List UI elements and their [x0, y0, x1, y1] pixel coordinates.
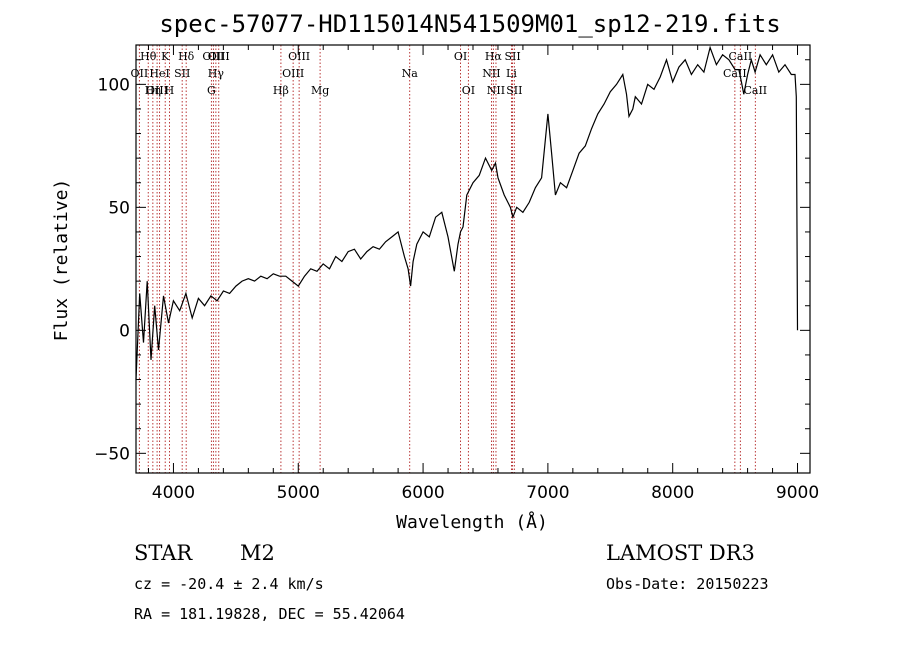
line-marker-label-10: OIII	[202, 50, 224, 63]
survey-name: LAMOST DR3	[606, 541, 755, 565]
line-marker-label-4: HeI	[149, 67, 169, 80]
line-marker-label-21: Hα	[485, 50, 503, 63]
y-tick-label-0: −50	[94, 444, 130, 464]
line-marker-label-7: SII	[174, 67, 190, 80]
line-marker-label-2: Hη	[145, 84, 161, 97]
line-marker-label-5: K	[161, 50, 170, 63]
line-marker-label-20: NII	[482, 67, 500, 80]
x-axis-ticks: 4000 5000 6000 7000 8000 9000	[147, 45, 819, 503]
x-tick-label-2: 6000	[401, 483, 444, 503]
line-marker-label-15: OIII	[288, 50, 310, 63]
line-marker-label-25: SII	[506, 84, 522, 97]
x-tick-label-5: 9000	[776, 483, 819, 503]
y-axis-ticks: −50 0 50 100	[94, 59, 810, 464]
line-marker-label-18: OI	[454, 50, 467, 63]
line-marker-label-27: CaII	[729, 50, 753, 63]
x-axis-label: Wavelength (Å)	[396, 511, 548, 533]
x-tick-label-4: 8000	[651, 483, 694, 503]
obs-date: Obs-Date: 20150223	[606, 575, 769, 593]
line-marker-label-16: Mg	[311, 84, 329, 97]
line-marker-label-1: Hθ	[140, 50, 157, 63]
line-marker-label-19: OI	[462, 84, 475, 97]
line-marker-label-8: Hδ	[178, 50, 195, 63]
line-marker-label-11: Hγ	[208, 67, 225, 80]
line-marker-label-28: CaII	[743, 84, 767, 97]
line-marker-label-17: Na	[402, 67, 419, 80]
x-tick-label-3: 7000	[526, 483, 569, 503]
object-subclass: M2	[240, 541, 275, 565]
plot-frame	[135, 44, 811, 474]
line-marker-labels: OIIHθHηOIIIHeIKHSIIHδGOIIIHγOIIIHβOIIIOI…	[131, 50, 768, 97]
line-marker-label-0: OII	[131, 67, 149, 80]
line-marker-label-13: Hβ	[273, 84, 289, 97]
y-axis-label: Flux (relative)	[51, 179, 72, 342]
line-marker-label-14: OIII	[282, 67, 304, 80]
y-tick-label-1: 0	[119, 321, 130, 341]
line-marker-label-24: Li	[506, 67, 517, 80]
line-marker-label-12: OIII	[208, 50, 230, 63]
object-class: STAR	[134, 541, 193, 565]
x-tick-label-1: 5000	[277, 483, 320, 503]
spectrum-line	[135, 45, 799, 380]
line-marker-label-6: H	[165, 84, 175, 97]
y-tick-label-3: 100	[98, 75, 130, 95]
line-marker-label-9: G	[207, 84, 216, 97]
line-marker-label-3: OIII	[146, 84, 168, 97]
line-marker-label-22: NII	[487, 84, 505, 97]
line-marker-label-23: SII	[504, 50, 520, 63]
redshift-info: cz = -20.4 ± 2.4 km/s	[134, 575, 324, 593]
y-tick-label-2: 50	[108, 198, 130, 218]
x-tick-label-0: 4000	[152, 483, 195, 503]
coordinates-info: RA = 181.19828, DEC = 55.42064	[134, 605, 405, 623]
chart-title: spec-57077-HD115014N541509M01_sp12-219.f…	[159, 10, 780, 38]
line-markers	[138, 45, 756, 473]
